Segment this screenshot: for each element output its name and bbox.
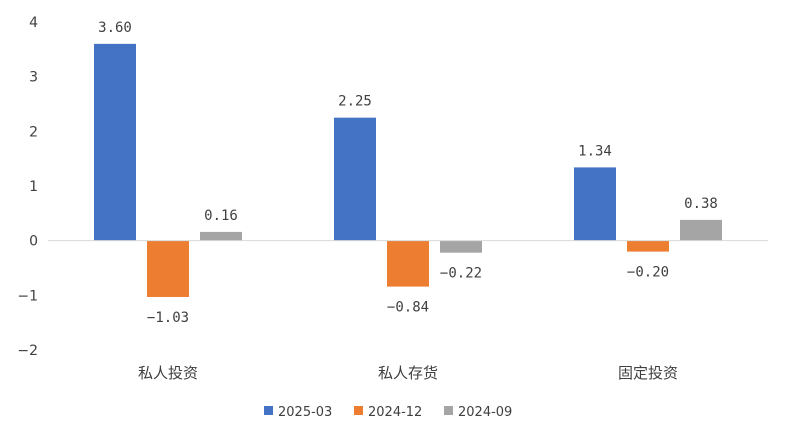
bar-2024-09-0 xyxy=(200,231,242,241)
bar-2024-09-1 xyxy=(440,240,482,253)
y-tick-label: 3 xyxy=(29,70,38,86)
data-label: 1.34 xyxy=(578,143,612,159)
legend-label: 2025-03 xyxy=(278,405,332,420)
y-tick-label: 0 xyxy=(29,234,38,250)
bar-2025-03-0 xyxy=(94,43,136,241)
y-tick-label: 1 xyxy=(29,179,38,195)
y-tick-label: 4 xyxy=(29,15,38,31)
bar-2024-12-2 xyxy=(627,240,669,252)
bar-2025-03-2 xyxy=(574,167,616,241)
y-tick-label: −1 xyxy=(17,288,38,304)
bar-2024-12-1 xyxy=(387,240,429,287)
legend-swatch xyxy=(444,406,453,415)
data-label: −1.03 xyxy=(147,310,189,326)
category-label: 私人存货 xyxy=(378,364,438,382)
y-tick-label: −2 xyxy=(17,343,38,359)
legend-swatch xyxy=(264,406,273,415)
bar-2024-12-0 xyxy=(147,240,189,297)
data-label: −0.22 xyxy=(440,266,482,282)
data-label: 3.60 xyxy=(98,20,132,36)
bar-2024-09-2 xyxy=(680,219,722,241)
y-tick-label: 2 xyxy=(29,124,38,140)
category-label: 固定投资 xyxy=(618,364,678,382)
legend-swatch xyxy=(354,406,363,415)
bar-2025-03-1 xyxy=(334,117,376,241)
legend-label: 2024-12 xyxy=(368,405,422,420)
data-label: 0.16 xyxy=(204,208,238,224)
data-label: 2.25 xyxy=(338,94,372,110)
data-label: 0.38 xyxy=(684,196,718,212)
category-label: 私人投资 xyxy=(138,364,198,382)
data-label: −0.84 xyxy=(387,300,429,316)
data-label: −0.20 xyxy=(627,265,669,281)
legend-label: 2024-09 xyxy=(458,405,512,420)
